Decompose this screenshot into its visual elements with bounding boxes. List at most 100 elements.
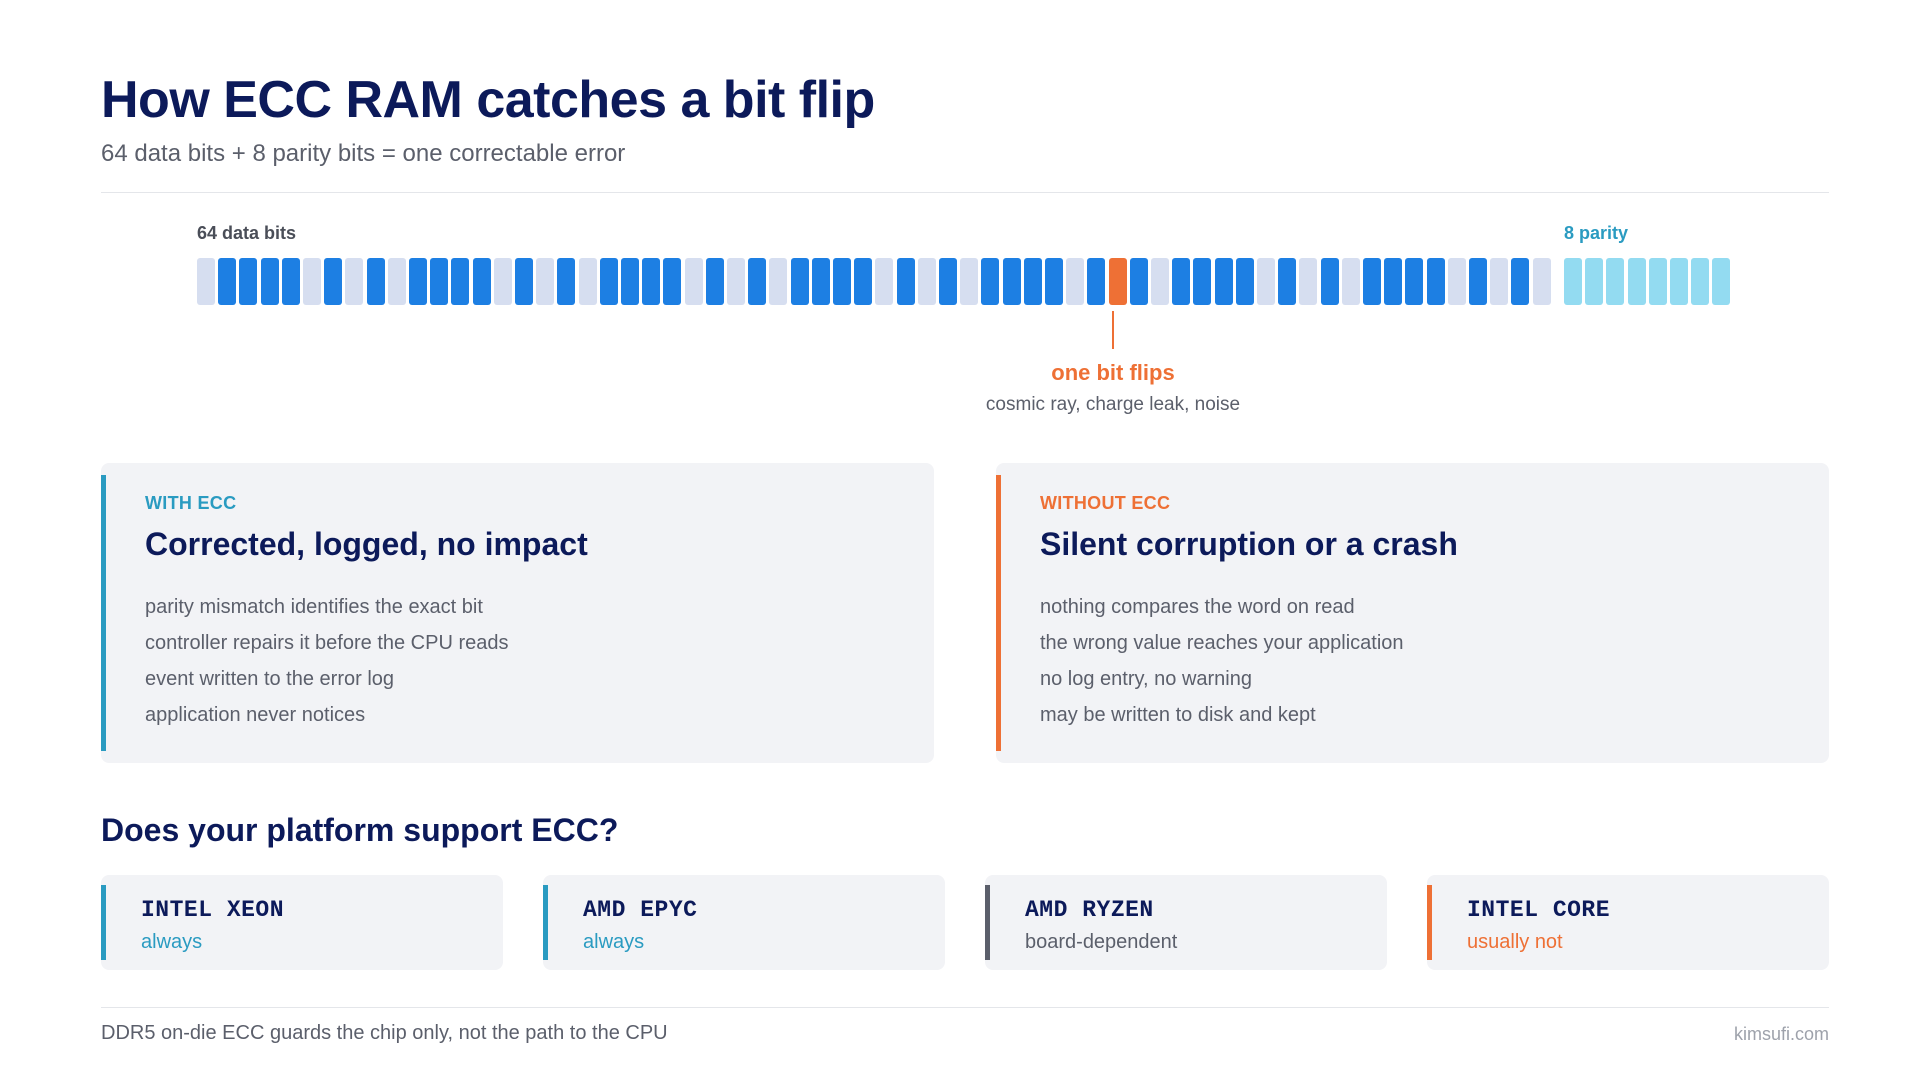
parity-bit bbox=[1564, 258, 1582, 305]
data-bit-one bbox=[939, 258, 957, 305]
platform-name: AMD RYZEN bbox=[1025, 897, 1154, 923]
platform-card-intel-core: INTEL CORE usually not bbox=[1427, 875, 1829, 970]
data-bit-one bbox=[281, 258, 300, 305]
data-bit-one bbox=[1426, 258, 1445, 305]
with-ecc-heading: Corrected, logged, no impact bbox=[145, 526, 588, 562]
data-bit-zero bbox=[1299, 258, 1318, 305]
data-bit-one bbox=[1045, 258, 1063, 305]
with-ecc-eyebrow: WITH ECC bbox=[145, 493, 237, 513]
data-bit-one bbox=[1405, 258, 1424, 305]
platform-status: board-dependent bbox=[1025, 931, 1178, 953]
data-bit-one bbox=[260, 258, 279, 305]
with-ecc-card: WITH ECC Corrected, logged, no impact pa… bbox=[101, 463, 934, 763]
data-bit-one bbox=[430, 258, 449, 305]
footnote: DDR5 on-die ECC guards the chip only, no… bbox=[101, 1022, 668, 1044]
page-title: How ECC RAM catches a bit flip bbox=[101, 71, 875, 129]
data-bit-zero bbox=[960, 258, 979, 305]
data-bit-one bbox=[218, 258, 237, 305]
data-bit-one bbox=[833, 258, 851, 305]
list-item: parity mismatch identifies the exact bit bbox=[145, 596, 483, 618]
data-bit-zero bbox=[1066, 258, 1085, 305]
data-bit-zero bbox=[769, 258, 788, 305]
data-bit-one bbox=[1214, 258, 1233, 305]
data-bit-one bbox=[1469, 258, 1487, 305]
platform-accent-bar bbox=[1427, 885, 1432, 960]
data-bit-one bbox=[663, 258, 682, 305]
data-bit-one bbox=[981, 258, 1000, 305]
platform-accent-bar bbox=[985, 885, 990, 960]
list-item: application never notices bbox=[145, 704, 366, 726]
data-bit-zero bbox=[387, 258, 406, 305]
data-bit-zero bbox=[197, 258, 215, 305]
without-ecc-eyebrow: WITHOUT ECC bbox=[1040, 493, 1171, 513]
data-bit-zero bbox=[1532, 258, 1551, 305]
parity-bit bbox=[1648, 258, 1667, 305]
flip-pointer-line bbox=[1112, 311, 1114, 349]
data-bit-one bbox=[705, 258, 724, 305]
data-bit-one bbox=[451, 258, 470, 305]
data-bit-zero bbox=[917, 258, 936, 305]
data-bit-zero bbox=[1257, 258, 1275, 305]
platform-name: AMD EPYC bbox=[583, 897, 698, 923]
data-bit-one bbox=[557, 258, 576, 305]
divider bbox=[101, 1007, 1829, 1008]
flipped-bit bbox=[1108, 258, 1127, 305]
page-subtitle: 64 data bits + 8 parity bits = one corre… bbox=[101, 140, 626, 167]
data-bit-one bbox=[409, 258, 427, 305]
data-bit-one bbox=[790, 258, 809, 305]
parity-bit bbox=[1670, 258, 1688, 305]
parity-bits-label: 8 parity bbox=[1564, 223, 1629, 243]
flip-title: one bit flips bbox=[1051, 360, 1175, 385]
data-bit-one bbox=[621, 258, 639, 305]
platform-status: usually not bbox=[1467, 931, 1563, 953]
without-ecc-points: nothing compares the word on read the wr… bbox=[1040, 589, 1404, 733]
data-bit-one bbox=[1320, 258, 1339, 305]
data-bit-one bbox=[1384, 258, 1403, 305]
list-item: nothing compares the word on read bbox=[1040, 596, 1355, 618]
divider bbox=[101, 192, 1829, 193]
platform-accent-bar bbox=[101, 885, 106, 960]
data-bit-one bbox=[1193, 258, 1212, 305]
data-bit-one bbox=[854, 258, 873, 305]
card-accent-bar bbox=[101, 475, 106, 751]
data-bit-one bbox=[642, 258, 661, 305]
data-bit-one bbox=[1172, 258, 1191, 305]
data-bit-one bbox=[896, 258, 915, 305]
data-bit-one bbox=[1511, 258, 1530, 305]
data-bit-one bbox=[1235, 258, 1254, 305]
list-item: controller repairs it before the CPU rea… bbox=[145, 632, 509, 654]
without-ecc-card: WITHOUT ECC Silent corruption or a crash… bbox=[996, 463, 1829, 763]
data-bit-one bbox=[1002, 258, 1021, 305]
data-bit-one bbox=[1278, 258, 1297, 305]
data-bit-zero bbox=[536, 258, 555, 305]
brand-link[interactable]: kimsufi.com bbox=[1733, 1024, 1829, 1044]
parity-bit bbox=[1691, 258, 1710, 305]
data-bit-zero bbox=[1341, 258, 1360, 305]
platform-accent-bar bbox=[543, 885, 548, 960]
platform-section-title: Does your platform support ECC? bbox=[101, 812, 619, 848]
data-bit-one bbox=[472, 258, 491, 305]
memory-word-strip bbox=[197, 258, 1857, 305]
platform-name: INTEL XEON bbox=[141, 897, 285, 923]
data-bit-zero bbox=[578, 258, 597, 305]
parity-bit bbox=[1606, 258, 1625, 305]
platform-status: always bbox=[141, 931, 203, 953]
parity-bit bbox=[1627, 258, 1646, 305]
data-bit-zero bbox=[1490, 258, 1509, 305]
parity-bit bbox=[1712, 258, 1731, 305]
data-bit-zero bbox=[345, 258, 364, 305]
data-bit-one bbox=[1023, 258, 1042, 305]
flip-causes: cosmic ray, charge leak, noise bbox=[985, 394, 1241, 415]
list-item: the wrong value reaches your application bbox=[1040, 632, 1404, 654]
data-bit-zero bbox=[493, 258, 512, 305]
data-bit-one bbox=[1129, 258, 1148, 305]
list-item: event written to the error log bbox=[145, 668, 395, 690]
data-bit-one bbox=[811, 258, 830, 305]
data-bit-zero bbox=[875, 258, 894, 305]
list-item: may be written to disk and kept bbox=[1040, 704, 1316, 726]
parity-bit bbox=[1585, 258, 1604, 305]
data-bit-one bbox=[366, 258, 385, 305]
data-bit-one bbox=[748, 258, 767, 305]
platform-name: INTEL CORE bbox=[1467, 897, 1611, 923]
data-bit-one bbox=[324, 258, 343, 305]
